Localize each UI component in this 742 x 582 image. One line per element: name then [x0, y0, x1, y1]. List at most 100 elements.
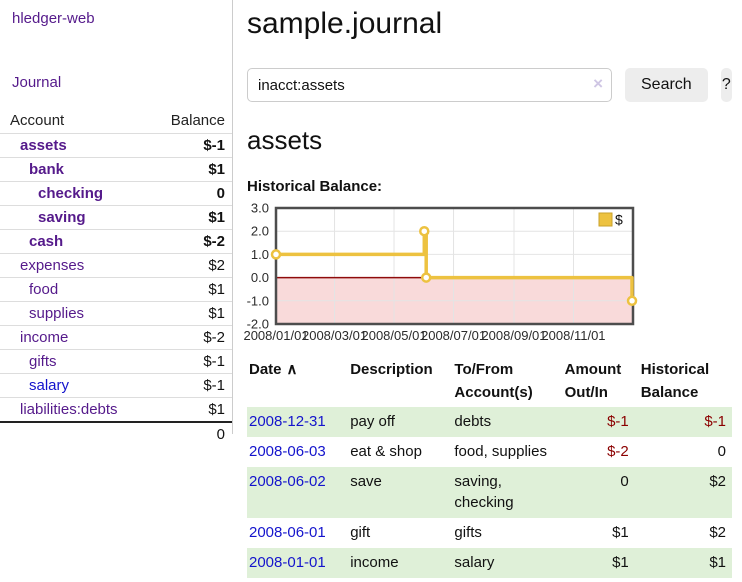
search-form: × Search ? [247, 68, 732, 102]
accounts-total-value: 0 [144, 421, 232, 446]
account-row: salary $-1 [0, 373, 232, 398]
account-heading: assets [247, 125, 323, 155]
search-help-button[interactable]: ? [720, 68, 732, 102]
x-tick-label: 2008/03/01 [302, 328, 367, 343]
account-row: food $1 [0, 277, 232, 302]
transaction-accounts: salary [454, 553, 495, 571]
register-header-date[interactable]: Date ∧ [249, 361, 298, 378]
main-content: sample.journal × Search ? assets Histori… [233, 0, 742, 578]
account-link[interactable]: saving [38, 209, 86, 226]
y-tick-label: -1.0 [247, 293, 269, 308]
sort-asc-icon: ∧ [286, 361, 298, 378]
register-header-amount: Amount Out/In [564, 361, 622, 401]
account-link[interactable]: supplies [29, 305, 85, 322]
transaction-balance: $-1 [704, 413, 726, 430]
clear-search-icon[interactable]: × [593, 74, 603, 93]
transaction-description: pay off [350, 413, 395, 430]
register-rows: 2008-12-31 pay off debts $-1 $-1 2008-06-03 ea… [247, 407, 732, 578]
account-rows: assets $-1 bank $1 checking 0 saving $1 cash $-2 e… [0, 133, 232, 423]
accounts-header-balance: Balance [144, 108, 232, 134]
x-tick-label: 2008/01/01 [243, 328, 308, 343]
account-link[interactable]: liabilities:debts [20, 401, 118, 418]
y-tick-label: 3.0 [251, 201, 269, 216]
transaction-row: 2008-06-03 eat & shop food, supplies $-2 0 [247, 437, 732, 467]
transaction-accounts: food, supplies [454, 442, 547, 460]
account-link[interactable]: bank [29, 161, 65, 178]
account-balance: $1 [144, 157, 232, 182]
transaction-amount: $1 [612, 553, 629, 571]
account-row: income $-2 [0, 325, 232, 350]
transaction-amount: 0 [620, 472, 629, 490]
transaction-accounts: gifts [454, 524, 482, 541]
account-balance: $-1 [144, 133, 232, 158]
transaction-balance: $2 [709, 524, 726, 541]
account-link[interactable]: income [20, 329, 69, 346]
account-link[interactable]: checking [38, 185, 104, 202]
transaction-date-link[interactable]: 2008-06-01 [249, 524, 326, 541]
transaction-row: 2008-06-02 save saving, checking 0 $2 [247, 466, 732, 518]
transaction-balance: $1 [709, 553, 726, 571]
transaction-date-link[interactable]: 2008-06-03 [249, 442, 326, 460]
transaction-row: 2008-06-01 gift gifts $1 $2 [247, 518, 732, 548]
register-header-description: Description [350, 361, 433, 378]
account-row: liabilities:debts $1 [0, 397, 232, 423]
search-box: × [247, 68, 612, 102]
transaction-balance: $2 [709, 472, 726, 490]
transaction-amount: $1 [612, 524, 629, 541]
account-link[interactable]: assets [20, 137, 67, 154]
accounts-header-row: Account Balance [0, 108, 232, 134]
account-link[interactable]: food [29, 281, 59, 298]
account-row: assets $-1 [0, 133, 232, 158]
account-balance: $-2 [144, 325, 232, 350]
transaction-balance: 0 [717, 442, 726, 460]
transaction-description: gift [350, 524, 371, 541]
account-row: checking 0 [0, 181, 232, 206]
transaction-amount: $-2 [607, 442, 629, 460]
search-input[interactable] [247, 68, 612, 102]
x-tick-label: 2008/07/01 [421, 328, 486, 343]
y-tick-label: 2.0 [251, 224, 269, 239]
transaction-date-link[interactable]: 2008-12-31 [249, 413, 326, 430]
x-tick-label: 2008/09/01 [481, 328, 546, 343]
accounts-total-row: 0 [0, 421, 232, 446]
account-balance: $-1 [144, 349, 232, 374]
legend-label: $ [615, 212, 623, 228]
x-tick-label: 2008/05/01 [361, 328, 426, 343]
chart-title: Historical Balance: [247, 178, 383, 195]
account-balance: $-2 [144, 229, 232, 254]
historical-balance-chart[interactable]: $3.0 2.0 1.0 0.0 -1.0 -2.02008/01/012008/03/0… [243, 201, 742, 343]
search-button[interactable]: Search [625, 68, 708, 102]
register-header-account: To/From Account(s) [454, 361, 533, 401]
account-balance: $1 [144, 397, 232, 423]
transaction-description: eat & shop [350, 442, 422, 460]
account-balance: 0 [144, 181, 232, 206]
sidebar-item-journal[interactable]: Journal [12, 74, 62, 91]
account-row: saving $1 [0, 205, 232, 230]
app-title-link[interactable]: hledger-web [12, 10, 95, 27]
transaction-amount: $-1 [607, 413, 629, 430]
account-link[interactable]: expenses [20, 257, 85, 274]
x-tick-label: 2008/11/01 [541, 328, 605, 343]
register-table: Date ∧ Description To/From Account(s) Amo… [247, 356, 732, 578]
account-link[interactable]: salary [29, 377, 70, 394]
y-tick-label: -2.0 [247, 317, 269, 332]
y-tick-label: 0.0 [251, 270, 269, 285]
accounts-header-account: Account [0, 108, 145, 134]
sidebar: hledger-web Journal Account Balance asse… [0, 0, 233, 446]
account-balance: $1 [144, 205, 232, 230]
account-row: cash $-2 [0, 229, 232, 254]
account-link[interactable]: gifts [29, 353, 57, 370]
register-header-row: Date ∧ Description To/From Account(s) Amo… [247, 356, 732, 407]
transaction-date-link[interactable]: 2008-01-01 [249, 553, 326, 571]
page-title: sample.journal [247, 7, 443, 40]
transaction-date-link[interactable]: 2008-06-02 [249, 472, 326, 490]
transaction-accounts: saving, checking [454, 472, 514, 512]
account-row: bank $1 [0, 157, 232, 182]
y-tick-label: 1.0 [251, 247, 269, 262]
transaction-row: 2008-12-31 pay off debts $-1 $-1 [247, 407, 732, 437]
transaction-description: income [350, 553, 399, 571]
account-link[interactable]: cash [29, 233, 64, 250]
legend-swatch-icon [598, 212, 613, 227]
register-header-balance: Historical Balance [640, 361, 710, 401]
account-row: gifts $-1 [0, 349, 232, 374]
